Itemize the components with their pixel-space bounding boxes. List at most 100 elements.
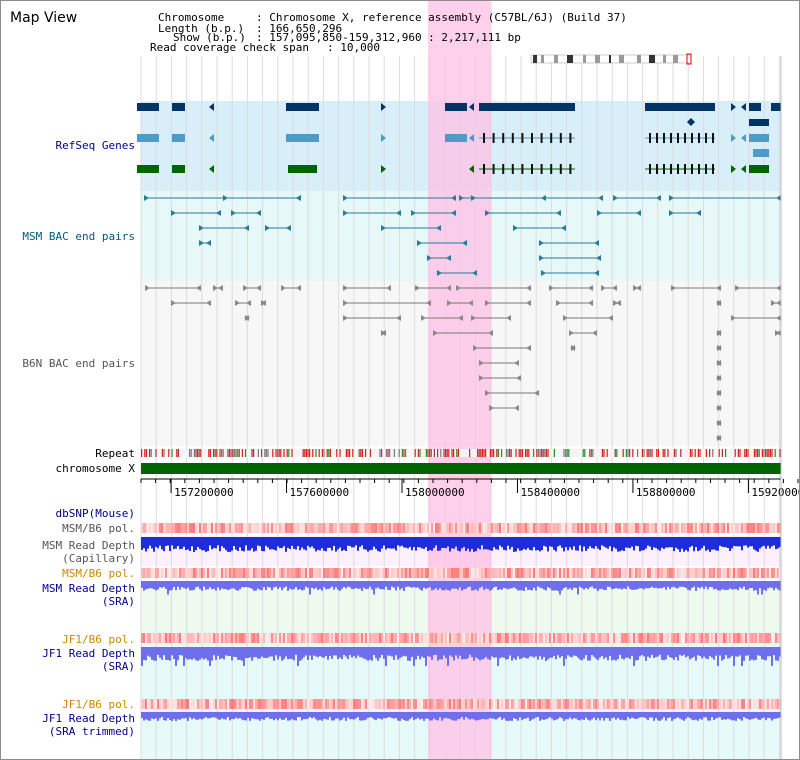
chromosome-x-bar[interactable]	[141, 463, 781, 474]
refseq-gene[interactable]	[749, 165, 769, 173]
refseq-gene[interactable]	[753, 149, 769, 157]
refseq-gene[interactable]	[286, 103, 319, 111]
msm-capillary-depth-bar	[651, 537, 653, 550]
refseq-gene[interactable]	[445, 134, 467, 142]
refseq-gene[interactable]	[479, 103, 575, 111]
msm-b6-pol-cell	[433, 523, 435, 533]
jf1-sra-depth-bar	[537, 647, 539, 660]
jf1-depth-sra-line1[interactable]: JF1 Read Depth	[42, 647, 135, 660]
msm-b6-pol-cell	[383, 568, 385, 578]
refseq-gene[interactable]	[137, 103, 159, 111]
msm-capillary-depth-bar	[239, 537, 241, 548]
msm-sra-depth-bar	[499, 581, 501, 590]
msm-capillary-depth-bar	[741, 537, 743, 551]
jf1-trim-depth-bar	[677, 712, 679, 718]
jf1-trim-depth-bar	[347, 712, 349, 718]
dbsnp-label[interactable]: dbSNP(Mouse)	[55, 507, 135, 520]
repeat-track[interactable]	[141, 449, 781, 457]
refseq-gene[interactable]	[445, 103, 467, 111]
refseq-gene[interactable]	[172, 134, 185, 142]
refseq-gene[interactable]	[286, 134, 319, 142]
jf1-sra-depth-bar	[361, 647, 363, 658]
msm-sra-depth-bar	[451, 581, 453, 589]
jf1-sra-depth-bar	[183, 647, 185, 666]
msm-b6-pol-cell	[499, 523, 501, 533]
msm-b6-pol-cell	[657, 523, 659, 533]
jf1-b6-pol-cell	[773, 633, 775, 643]
msm-depth-capillary-line1[interactable]: MSM Read Depth	[42, 539, 135, 552]
msm-b6-pol-cell	[587, 523, 589, 533]
msm-b6-pol-cell	[611, 523, 613, 533]
msm-bac-label[interactable]: MSM BAC end pairs	[22, 230, 135, 243]
jf1-b6-pol-cell	[703, 699, 705, 709]
msm-sra-depth-bar	[445, 581, 447, 590]
bac-end-marker	[196, 285, 201, 291]
repeat-element	[427, 449, 429, 457]
msm-capillary-depth-bar	[325, 537, 327, 552]
jf1-sra-depth-bar	[611, 647, 613, 661]
msm-sra-depth-bar	[419, 581, 421, 590]
refseq-gene[interactable]	[749, 134, 769, 142]
msm-b6-pol-cell	[599, 568, 601, 578]
jf1-b6-pol-cell	[403, 699, 405, 709]
jf1-b6-pol-cell	[291, 633, 293, 643]
refseq-gene[interactable]	[172, 103, 185, 111]
bac-end-marker	[396, 210, 401, 216]
refseq-gene[interactable]	[288, 165, 317, 173]
msm-capillary-depth-bar	[505, 537, 507, 551]
msm-b6-pol-cell	[285, 523, 287, 533]
jf1-b6-pol-cell	[409, 699, 411, 709]
jf1-b6-pol-cell	[175, 699, 177, 709]
jf1-trim-depth-bar	[239, 712, 241, 718]
jf1-b6-pol-cell	[775, 699, 777, 709]
msm-capillary-depth-bar	[739, 537, 741, 547]
msm-sra-depth-bar	[503, 581, 505, 588]
msm-b6-pol-label-2[interactable]: MSM/B6 pol.	[62, 567, 135, 580]
jf1-b6-pol-cell	[667, 699, 669, 709]
jf1-b6-pol-label-2[interactable]: JF1/B6 pol.	[62, 698, 135, 711]
refseq-gene[interactable]	[137, 165, 159, 173]
jf1-b6-pol-cell	[205, 699, 207, 709]
msm-capillary-depth-bar	[429, 537, 431, 550]
msm-sra-depth-bar	[207, 581, 209, 590]
msm-capillary-depth-bar	[581, 537, 583, 552]
jf1-b6-pol-cell	[481, 633, 483, 643]
selected-region-highlight[interactable]	[427, 1, 492, 759]
bac-end-marker	[459, 195, 464, 201]
jf1-b6-pol-cell	[607, 699, 609, 709]
msm-b6-pol-label-1[interactable]: MSM/B6 pol.	[62, 522, 135, 535]
jf1-sra-depth-bar	[309, 647, 311, 656]
b6n-bac-label[interactable]: B6N BAC end pairs	[22, 357, 135, 370]
bac-end-marker	[588, 300, 593, 306]
msm-b6-pol-cell	[707, 523, 709, 533]
refseq-gene[interactable]	[137, 134, 159, 142]
jf1-sra-depth-bar	[513, 647, 515, 659]
refseq-gene[interactable]	[749, 103, 761, 111]
msm-depth-sra-line1[interactable]: MSM Read Depth	[42, 582, 135, 595]
jf1-b6-pol-cell	[719, 633, 721, 643]
jf1-b6-pol-cell	[495, 633, 497, 643]
jf1-trim-depth-bar	[547, 712, 549, 719]
msm-sra-depth-bar	[739, 581, 741, 588]
msm-b6-pol-cell	[615, 568, 617, 578]
refseq-genes-label[interactable]: RefSeq Genes	[55, 139, 135, 152]
refseq-gene[interactable]	[172, 165, 185, 173]
jf1-sra-depth-bar	[339, 647, 341, 658]
msm-b6-pol-cell	[417, 523, 419, 533]
refseq-gene[interactable]	[645, 103, 715, 111]
jf1-b6-pol-label-1[interactable]: JF1/B6 pol.	[62, 633, 135, 646]
msm-sra-depth-bar	[203, 581, 205, 587]
jf1-depth-trim-line1[interactable]: JF1 Read Depth	[42, 712, 135, 725]
msm-b6-pol-cell	[747, 523, 749, 533]
jf1-sra-depth-bar	[581, 647, 583, 661]
refseq-gene[interactable]	[749, 119, 769, 126]
refseq-gene[interactable]	[771, 103, 781, 111]
jf1-b6-pol-cell	[273, 633, 275, 643]
jf1-trim-depth-bar	[691, 712, 693, 720]
msm-b6-pol-cell	[255, 523, 257, 533]
jf1-b6-pol-cell	[615, 633, 617, 643]
jf1-sra-depth-bar	[163, 647, 165, 656]
jf1-b6-pol-cell	[289, 699, 291, 709]
jf1-trim-depth-bar	[415, 712, 417, 720]
